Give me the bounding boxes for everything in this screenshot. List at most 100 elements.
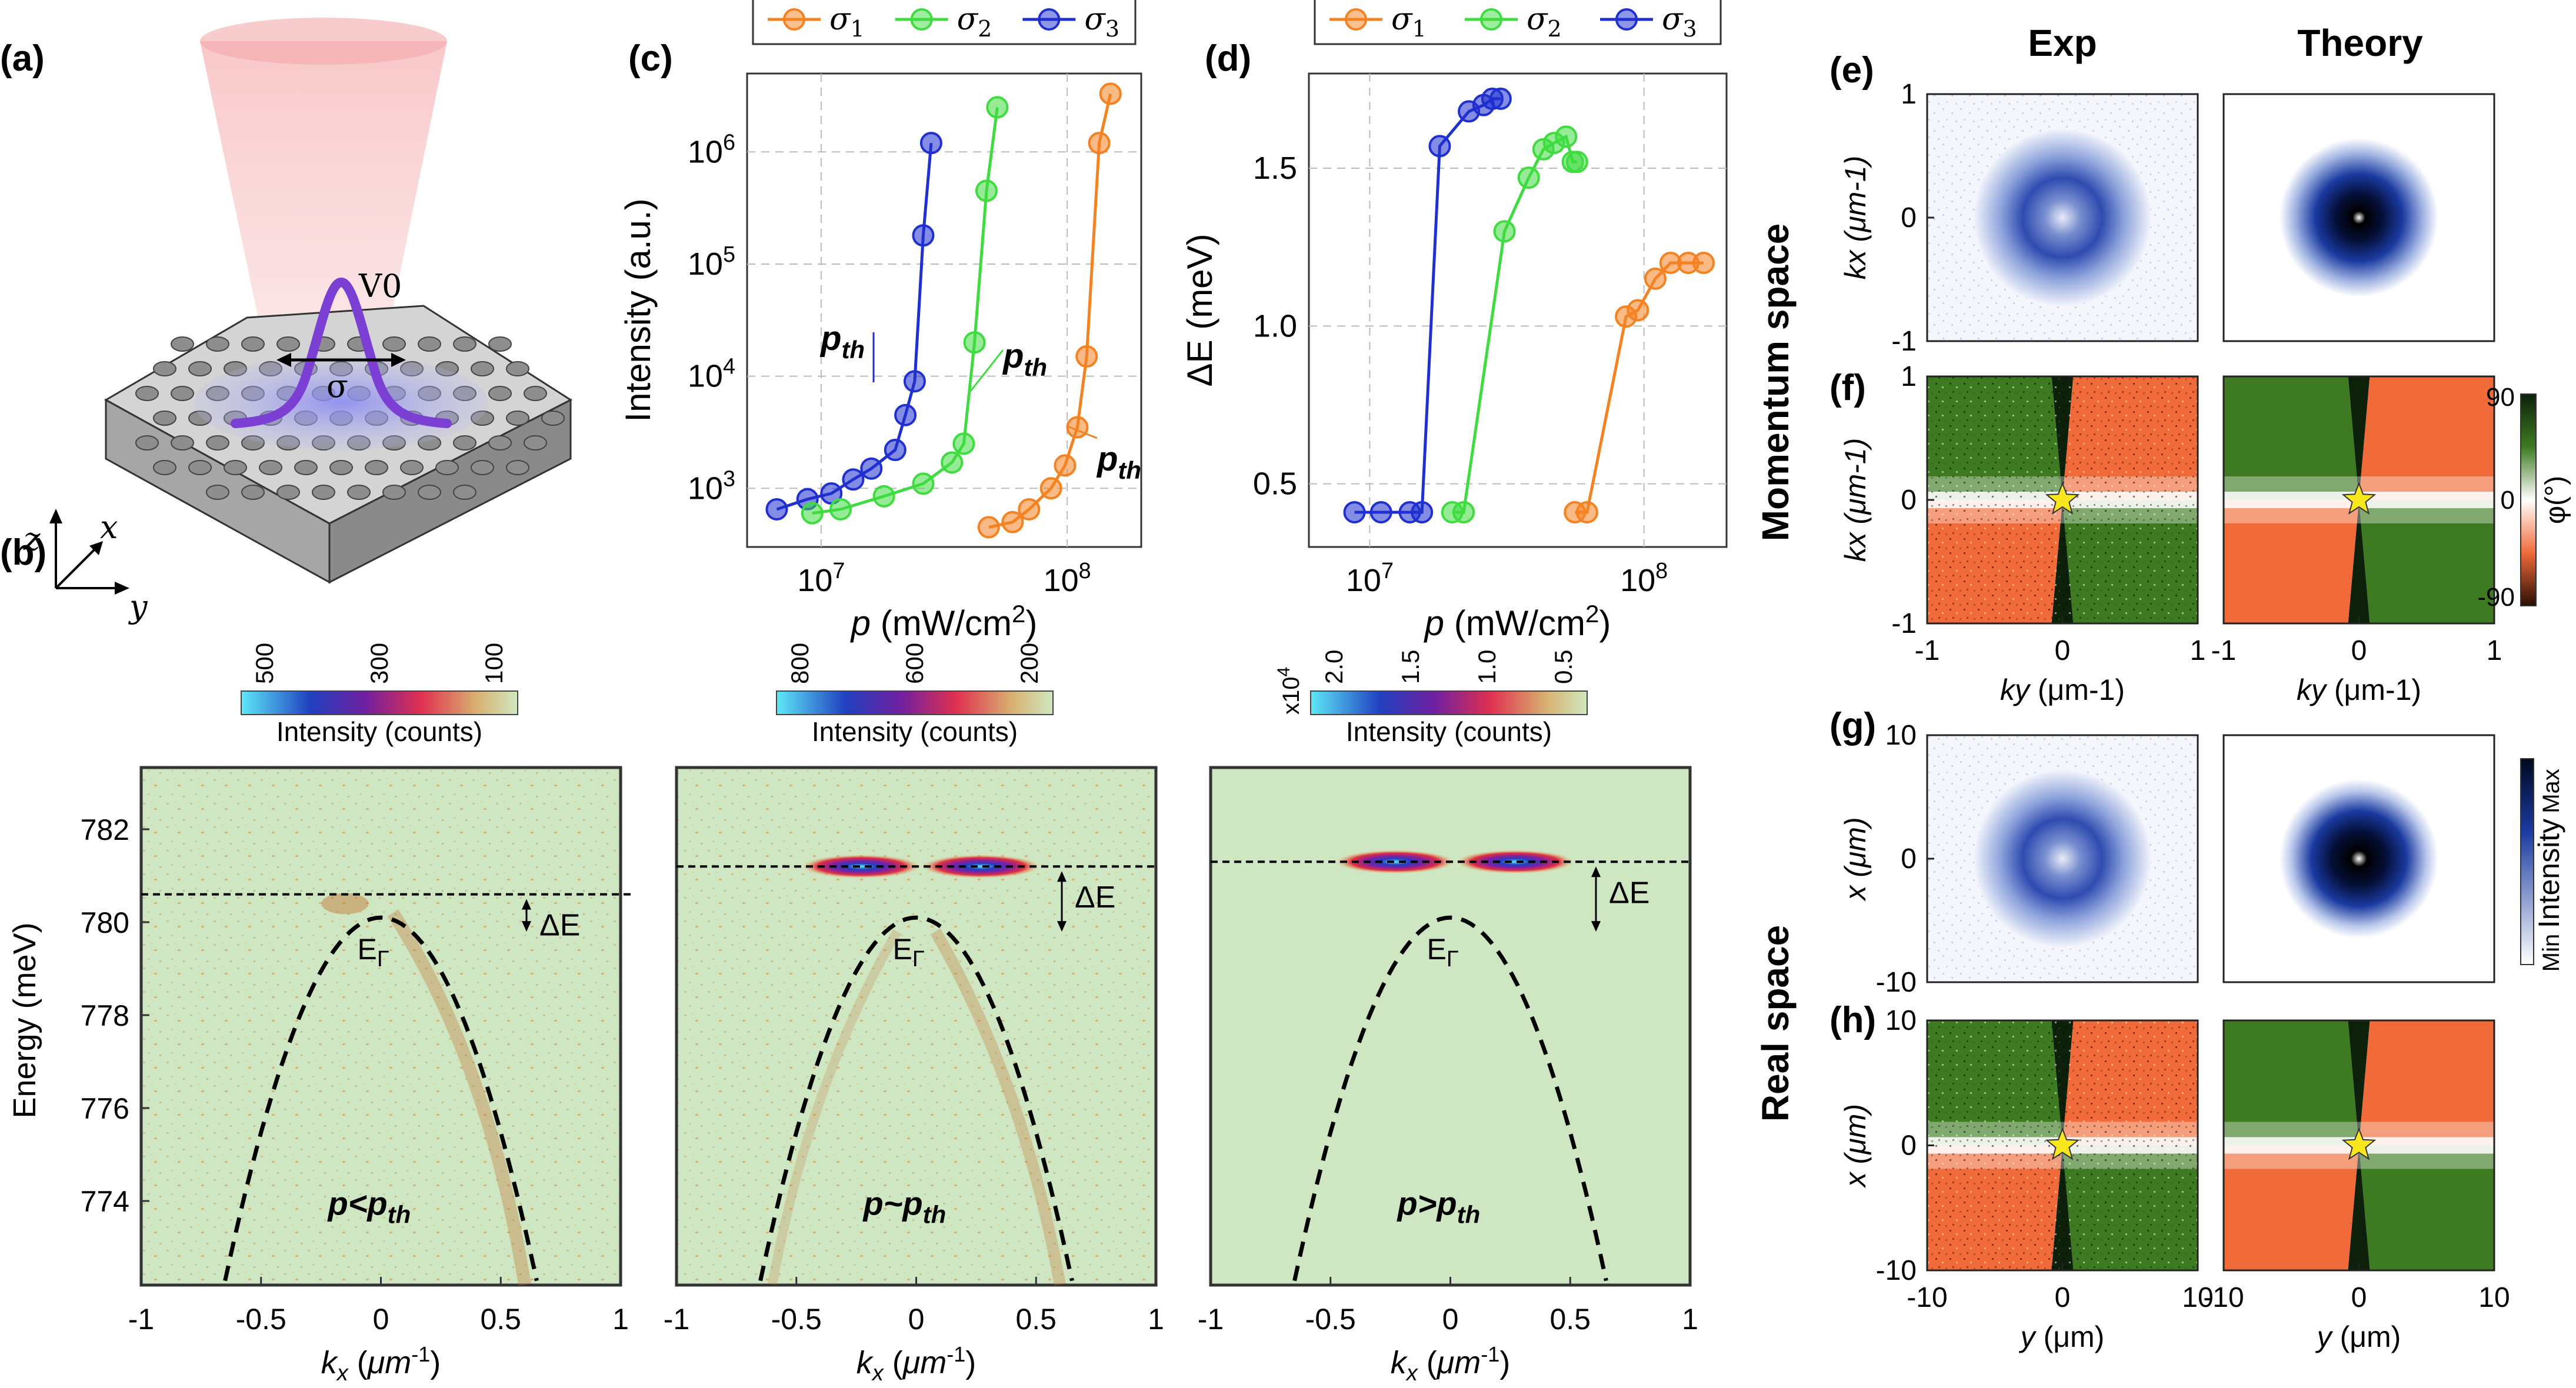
x-axis-label: ky (μm-1) <box>2000 673 2125 706</box>
data-point <box>1088 132 1111 155</box>
data-point <box>1343 501 1366 523</box>
phase-map-exp <box>1926 1019 2199 1272</box>
y-axis-label: Intensity (a.u.) <box>618 198 658 422</box>
panel-label-e: (e) <box>1829 50 1874 91</box>
data-point <box>1452 501 1475 523</box>
data-point <box>1489 87 1512 110</box>
intensity-map-exp <box>1926 93 2199 342</box>
x-axis-label: kx (μm-1) <box>321 1342 441 1386</box>
panel-label-g: (g) <box>1829 706 1876 746</box>
gamma-energy-label: EΓ <box>358 933 389 972</box>
chart-c: 107 108 103 104 105 106 p (mW/cm2) Intensity (a… <box>618 0 1142 643</box>
panel-label-d: (d) <box>1205 38 1251 79</box>
map-frame <box>1209 766 1692 1287</box>
band-emission <box>387 909 531 1286</box>
x-tick-label: 107 <box>797 559 845 598</box>
air-hole <box>276 485 300 500</box>
gamma-energy-label: EΓ <box>1427 933 1459 972</box>
legend-box <box>752 0 1137 45</box>
energy-axis-label: Energy (meV) <box>7 922 42 1118</box>
data-point <box>801 502 824 525</box>
air-hole <box>453 336 476 352</box>
panel-a-schematic: V0 σ z x y <box>23 18 573 625</box>
data-point <box>1099 82 1122 105</box>
x-tick-label: 0 <box>373 1303 389 1336</box>
y-tick-label: 782 <box>81 813 129 846</box>
colorbar <box>241 690 518 715</box>
map-frame <box>139 766 622 1287</box>
x-tick-label: 108 <box>1620 559 1668 598</box>
data-point <box>1565 151 1588 174</box>
y-axis-label: kx (μm-1) <box>1839 156 1872 280</box>
y-tick-label: 0 <box>1901 485 1917 516</box>
y-tick-label: 105 <box>688 242 735 282</box>
panel-label-f: (f) <box>1829 368 1866 408</box>
data-point <box>1575 501 1598 523</box>
y-tick-label: -10 <box>1876 1255 1917 1286</box>
axis-z-label: z <box>23 520 41 558</box>
intensity-colorbar-label: Intensity <box>2532 819 2565 928</box>
y-tick-label: 0 <box>1901 1130 1917 1162</box>
x-tick-label: 0.5 <box>1549 1303 1591 1336</box>
width-label: σ <box>326 368 348 405</box>
phase-singular-line <box>2348 376 2370 500</box>
colorbar <box>1310 690 1588 715</box>
data-point <box>952 432 975 455</box>
air-hole <box>506 361 529 376</box>
phase-wedge-pos <box>2359 1145 2494 1270</box>
phase-colorbar-tick: 0 <box>2501 486 2515 515</box>
air-hole <box>541 411 565 426</box>
air-hole <box>382 336 406 352</box>
x-tick-label: 108 <box>1044 559 1091 598</box>
air-hole <box>488 386 512 401</box>
x-axis-label: p (mW/cm2) <box>1424 600 1611 643</box>
y-tick-label: -1 <box>1891 608 1917 639</box>
legend-marker <box>1038 8 1061 31</box>
regime-label: p>pth <box>1397 1185 1481 1229</box>
air-hole <box>471 460 494 475</box>
donut-emission <box>1974 770 2151 947</box>
x-tick-label: 0 <box>2055 635 2071 666</box>
x-tick-label: 0 <box>2351 1282 2367 1313</box>
data-point <box>860 457 883 480</box>
data-point <box>1075 345 1098 368</box>
legend-label: σ3 <box>1662 2 1697 42</box>
air-hole <box>241 485 265 500</box>
width-arrow-right <box>391 353 406 367</box>
y-tick-label: 776 <box>81 1092 129 1125</box>
phase-singular-line <box>2348 500 2370 623</box>
data-point <box>912 224 935 247</box>
pth-annotation: pth <box>1096 440 1141 484</box>
pump-spot <box>194 356 488 450</box>
x-axis-label: ky (μm-1) <box>2297 673 2421 706</box>
band-emission <box>768 929 901 1286</box>
air-hole <box>488 435 512 451</box>
data-point <box>975 179 998 202</box>
colorbar-tick-label: 300 <box>365 643 393 684</box>
dispersion-parabola <box>1292 915 1608 1282</box>
phase-singular-line <box>2348 1145 2370 1270</box>
phase-wedge-neg <box>2359 376 2494 500</box>
y-tick-label: 774 <box>81 1185 129 1218</box>
x-axis-label: kx (μm-1) <box>1391 1342 1511 1386</box>
x-tick-label: 1 <box>1148 1303 1164 1336</box>
donut-mode <box>2280 779 2438 938</box>
pth-annotation: pth <box>819 319 865 363</box>
data-point <box>1493 220 1516 243</box>
legend-marker <box>910 8 933 31</box>
legend-marker <box>1345 8 1367 31</box>
air-hole <box>418 485 441 500</box>
panel-label-c: (c) <box>628 38 673 79</box>
data-point <box>963 331 986 354</box>
gap-arrow-head <box>1591 866 1601 877</box>
condensate-right <box>922 855 1040 879</box>
colorbar-tick-label: 600 <box>901 643 928 684</box>
intensity-map-theory <box>2222 734 2495 983</box>
beam-top <box>200 18 447 65</box>
x-tick-label: -1 <box>664 1303 689 1336</box>
y-tick-label: 104 <box>688 355 735 394</box>
legend-box <box>1314 0 1722 45</box>
data-point <box>1428 135 1451 158</box>
air-hole <box>153 460 176 475</box>
x-tick-label: 107 <box>1346 559 1394 598</box>
